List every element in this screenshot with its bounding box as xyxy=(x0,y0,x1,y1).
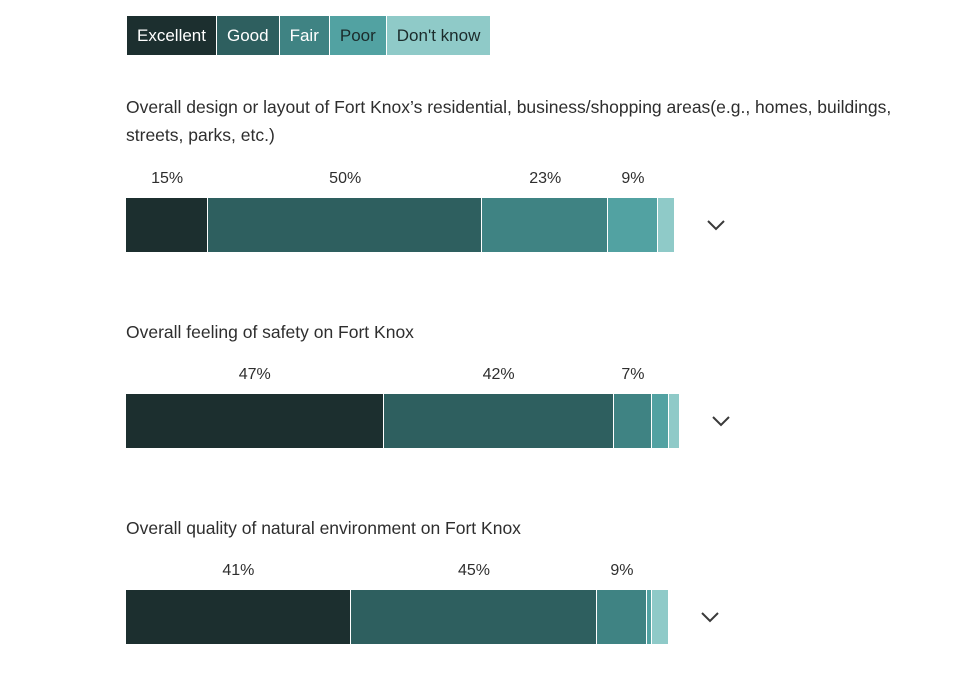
legend-item-don-t-know: Don't know xyxy=(386,16,492,55)
bar-segment-don-t-know xyxy=(668,394,680,448)
legend-item-poor: Poor xyxy=(329,16,387,55)
bar-segment-excellent xyxy=(126,198,209,252)
bar-segment-poor xyxy=(646,590,653,644)
bar-segment-don-t-know xyxy=(657,198,674,252)
bar-segment-good xyxy=(208,198,483,252)
legend: Excellent Good Fair Poor Don't know xyxy=(127,16,492,55)
bar-segment-poor xyxy=(652,394,669,448)
data-label: 45% xyxy=(457,562,490,579)
question-title: Overall quality of natural environment o… xyxy=(126,518,521,538)
bar-segment-don-t-know xyxy=(652,590,669,644)
data-label: 41% xyxy=(222,562,255,579)
legend-item-fair: Fair xyxy=(279,16,330,55)
stacked-bar xyxy=(126,590,669,644)
question-title: Overall feeling of safety on Fort Knox xyxy=(126,322,414,342)
bar-segment-excellent xyxy=(126,590,351,644)
bar-segment-good xyxy=(383,394,614,448)
bar-segment-fair xyxy=(597,590,647,644)
data-label: 47% xyxy=(238,366,271,383)
bar-segment-fair xyxy=(613,394,653,448)
bar-segment-good xyxy=(350,590,598,644)
data-label: 9% xyxy=(621,170,645,187)
legend-item-good: Good xyxy=(216,16,280,55)
data-label: 7% xyxy=(621,366,645,383)
data-label: 15% xyxy=(151,170,184,187)
chevron-down-icon[interactable] xyxy=(711,414,731,428)
data-label: 9% xyxy=(610,562,634,579)
bar-segment-poor xyxy=(608,198,658,252)
legend-item-excellent: Excellent xyxy=(127,16,217,55)
data-label: 23% xyxy=(529,170,562,187)
stacked-bar xyxy=(126,198,674,252)
bar-segment-fair xyxy=(482,198,609,252)
stacked-bar xyxy=(126,394,680,448)
data-label: 42% xyxy=(482,366,515,383)
chevron-down-icon[interactable] xyxy=(706,218,726,232)
chevron-down-icon[interactable] xyxy=(700,610,720,624)
bar-segment-excellent xyxy=(126,394,384,448)
data-label: 50% xyxy=(329,170,362,187)
question-title: Overall design or layout of Fort Knox’s … xyxy=(126,97,892,145)
